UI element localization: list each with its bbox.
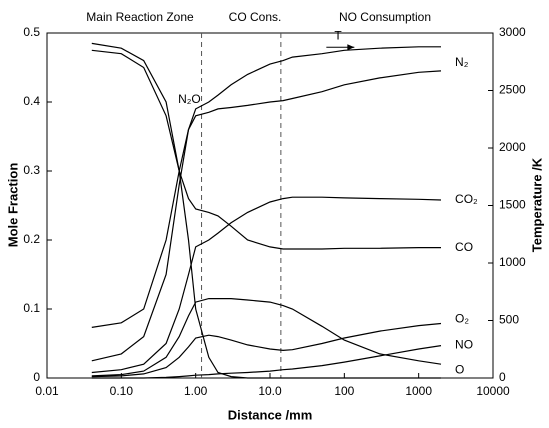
zone-label: NO Consumption [339,10,431,24]
x-tick-label: 10.0 [258,384,282,398]
series-label: NO [455,338,473,352]
y2-tick-label: 2000 [499,140,526,154]
series-label: O [455,362,464,376]
y-axis-title: Mole Fraction [5,163,20,248]
series-label: O₂ [455,312,469,326]
x-tick-label: 10000 [476,384,510,398]
y-tick-label: 0.3 [23,163,40,177]
series-line [91,49,441,250]
x-tick-label: 0.10 [110,384,134,398]
y-tick-label: 0.1 [23,301,40,315]
x-tick-label: 100 [334,384,354,398]
y2-axis-title: Temperature /K [529,157,544,252]
y2-tick-label: 500 [499,313,519,327]
y-tick-label: 0.2 [23,232,40,246]
label-arrowhead [347,44,355,51]
series-line [91,298,442,377]
y2-tick-label: 2500 [499,83,526,97]
zone-label: Main Reaction Zone [86,10,194,24]
x-tick-label: 1000 [405,384,432,398]
x-tick-label: 1.00 [184,384,208,398]
y2-tick-label: 1500 [499,198,526,212]
series-line [91,345,442,379]
y-tick-label: 0.4 [23,94,40,108]
y2-tick-label: 3000 [499,25,526,39]
series-label: CO [455,240,473,254]
zone-label: CO Cons. [229,10,282,24]
x-axis-title: Distance /mm [228,407,313,422]
series-label: N₂O [178,92,201,106]
series-line [91,46,441,328]
series-label: N₂ [455,55,469,69]
series-line [91,70,442,362]
y2-tick-label: 0 [499,370,506,384]
series-line [91,196,442,374]
y2-tick-label: 1000 [499,255,526,269]
series-label: T [334,28,342,42]
series-line [91,322,442,378]
plot-frame [46,32,494,379]
y-tick-label: 0 [33,370,40,384]
series-label: CO₂ [455,192,478,206]
series-line [91,42,441,379]
x-tick-label: 0.01 [35,384,59,398]
y-tick-label: 0.5 [23,25,40,39]
